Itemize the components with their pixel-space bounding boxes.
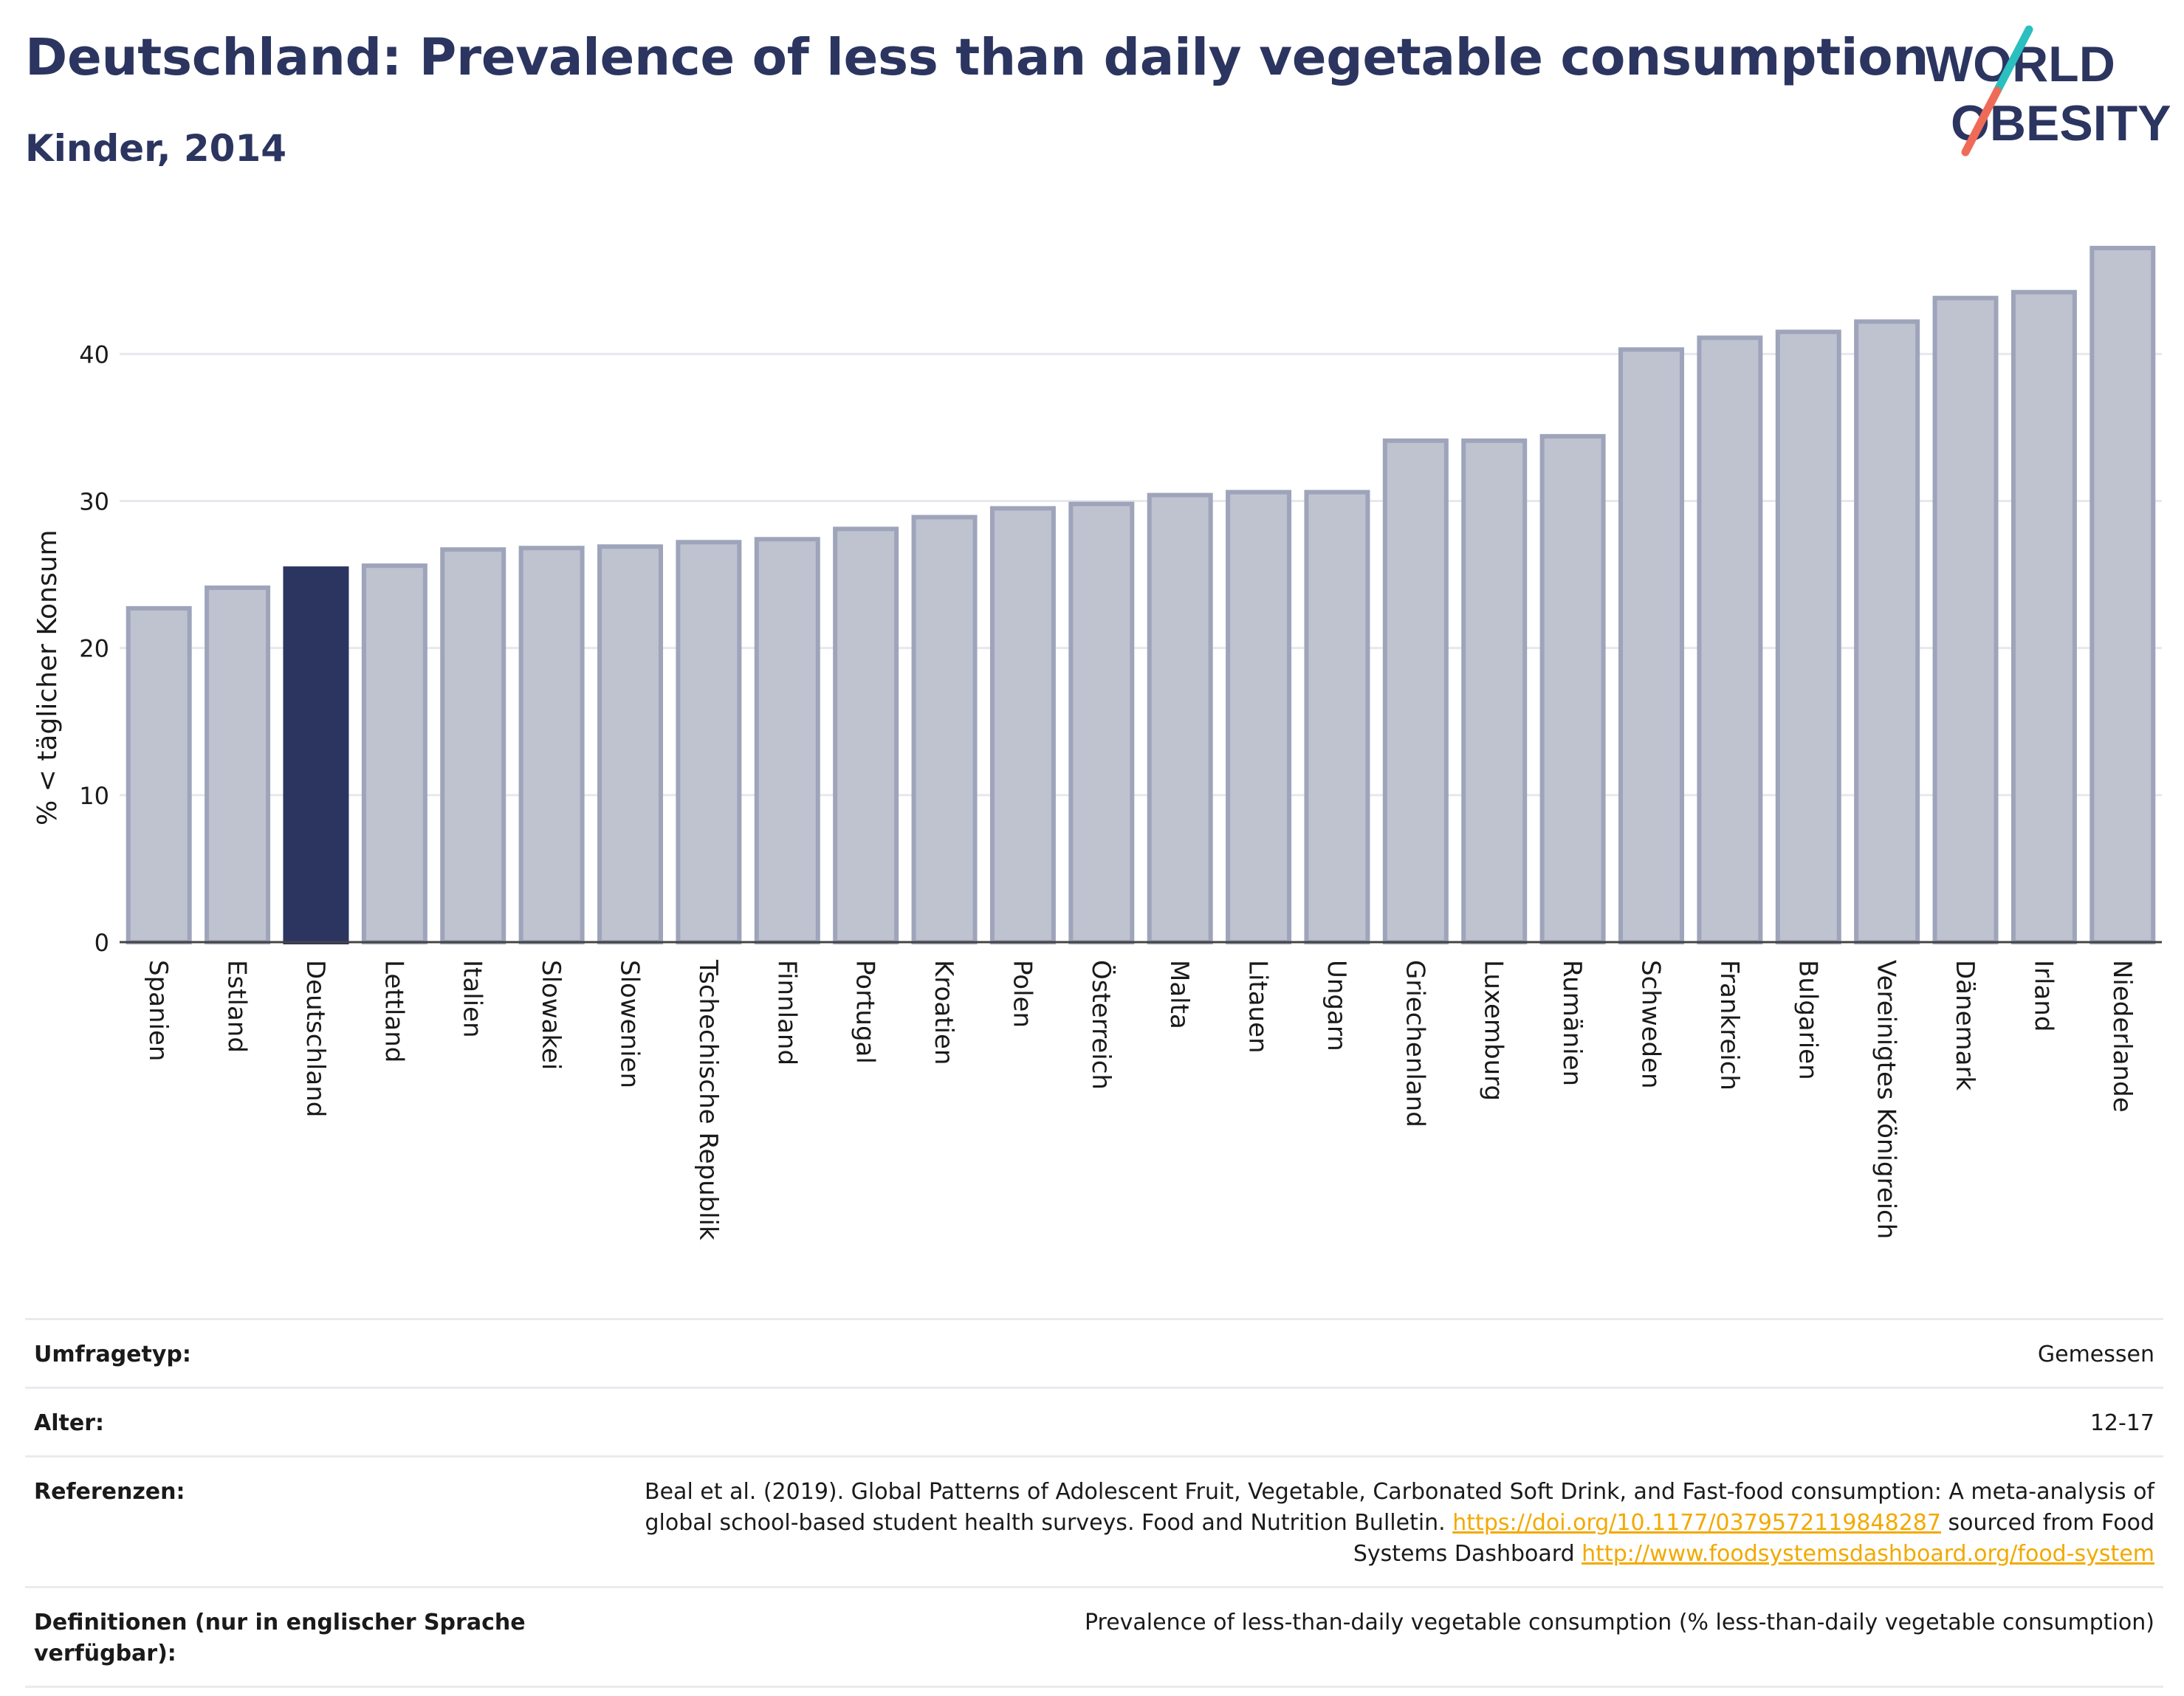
bar-estland	[205, 586, 271, 945]
x-tick-label: Bulgarien	[1793, 960, 1822, 1080]
meta-row-survey-type: Umfragetyp: Gemessen	[25, 1318, 2163, 1387]
x-tick-label: Spanien	[143, 960, 173, 1061]
bar-chart: 0 10 20 30 40 Spanien Estland Deutschland Lettl…	[32, 245, 2162, 1240]
x-tick-label: Deutschland	[301, 960, 330, 1117]
reference-text: Beal et al. (2019). Global Patterns of A…	[645, 1479, 2154, 1536]
x-tick-label: Ungarn	[1322, 960, 1351, 1051]
x-tick-label: Portugal	[851, 960, 880, 1064]
meta-row-age: Alter: 12-17	[25, 1387, 2163, 1455]
bar-griechenland	[1382, 438, 1449, 944]
bar-portugal	[833, 526, 899, 944]
x-tick-label: Vereinigtes Königreich	[1872, 960, 1901, 1239]
bar-vereinigtes-königreich	[1854, 319, 1920, 944]
bar-österreich	[1068, 501, 1135, 944]
meta-value: Beal et al. (2019). Global Patterns of A…	[589, 1477, 2154, 1570]
meta-label: Alter:	[34, 1410, 104, 1436]
world-obesity-logo: WORLD OBESITY	[1926, 25, 2171, 157]
bar-rumänien	[1539, 433, 1606, 945]
x-tick-label: Italien	[458, 960, 487, 1038]
x-tick-label: Malta	[1164, 960, 1194, 1029]
x-tick-labels: Spanien Estland Deutschland Lettland Italien…	[143, 959, 2137, 1240]
bar-luxemburg	[1461, 438, 1528, 944]
meta-label: Definitionen (nur in englischer Sprache …	[34, 1610, 526, 1666]
bar-spanien	[126, 605, 192, 944]
y-tick-label: 30	[79, 488, 109, 516]
y-tick-label: 40	[79, 340, 109, 368]
page-title: Deutschland: Prevalence of less than dai…	[25, 28, 1929, 87]
x-tick-label: Kroatien	[929, 960, 958, 1065]
x-tick-label: Slowenien	[615, 960, 645, 1088]
metadata-table: Umfragetyp: Gemessen Alter: 12-17 Refere…	[25, 1318, 2163, 1688]
meta-row-definitions: Definitionen (nur in englischer Sprache …	[25, 1586, 2163, 1688]
meta-label: Umfragetyp:	[34, 1342, 191, 1367]
x-tick-label: Österreich	[1086, 960, 1116, 1090]
y-tick-label: 20	[79, 635, 109, 663]
food-systems-link[interactable]: http://www.foodsystemsdashboard.org/food…	[1582, 1541, 2154, 1567]
x-tick-label: Tschechische Republik	[693, 959, 723, 1240]
bar-kroatien	[911, 515, 978, 944]
meta-value: 12-17	[2089, 1410, 2154, 1436]
bar-slowakei	[518, 546, 585, 944]
y-axis-label: % < täglicher Konsum	[32, 529, 63, 825]
x-tick-label: Frankreich	[1714, 960, 1744, 1091]
bar-malta	[1147, 492, 1213, 944]
x-tick-label: Dänemark	[1950, 960, 1979, 1091]
bar-irland	[2010, 289, 2077, 944]
bar-polen	[989, 506, 1056, 945]
bar-ungarn	[1304, 490, 1370, 944]
x-tick-label: Lettland	[379, 960, 408, 1062]
bar-litauen	[1226, 490, 1292, 944]
x-tick-label: Niederlande	[2107, 960, 2137, 1113]
x-tick-label: Estland	[222, 960, 252, 1053]
bar-deutschland	[283, 566, 349, 944]
x-tick-label: Luxemburg	[1479, 960, 1508, 1101]
meta-label: Referenzen:	[34, 1479, 185, 1505]
bar-schweden	[1618, 347, 1684, 944]
meta-value: Prevalence of less-than-daily vegetable …	[1084, 1610, 2154, 1635]
x-tick-label: Litauen	[1243, 960, 1273, 1054]
bar-frankreich	[1697, 335, 1763, 945]
bar-finnland	[754, 537, 820, 944]
y-tick-labels: 0 10 20 30 40	[79, 340, 109, 957]
bar-tschechische-republik	[676, 540, 742, 944]
bar-lettland	[361, 563, 427, 944]
y-tick-label: 0	[95, 929, 109, 957]
bar-niederlande	[2089, 245, 2156, 944]
logo-slash-bottom-icon	[1961, 86, 2002, 157]
bars	[126, 245, 2156, 945]
x-tick-label: Griechenland	[1400, 960, 1429, 1127]
bar-slowenien	[597, 544, 663, 945]
x-tick-label: Finnland	[772, 960, 801, 1065]
bar-italien	[440, 547, 506, 945]
x-tick-label: Polen	[1007, 960, 1037, 1028]
logo-slash-top-icon	[1993, 25, 2033, 95]
page-subtitle: Kinder, 2014	[25, 127, 287, 170]
bar-dänemark	[1932, 295, 1999, 944]
meta-row-references: Referenzen: Beal et al. (2019). Global P…	[25, 1455, 2163, 1586]
doi-link[interactable]: https://doi.org/10.1177/0379572119848287	[1452, 1510, 1941, 1536]
x-tick-label: Irland	[2028, 960, 2058, 1031]
y-tick-label: 10	[79, 782, 109, 810]
meta-value: Gemessen	[2037, 1342, 2154, 1367]
x-tick-label: Schweden	[1636, 960, 1666, 1089]
bar-bulgarien	[1775, 329, 1841, 945]
x-tick-label: Rumänien	[1557, 960, 1587, 1086]
reference-source-text: sourced from Food Systems Dashboard	[1353, 1510, 2154, 1567]
x-tick-label: Slowakei	[536, 960, 566, 1070]
